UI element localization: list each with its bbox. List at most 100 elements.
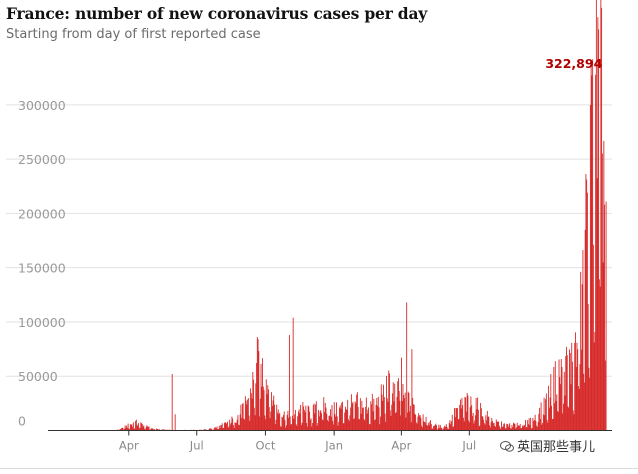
y-tick-label: 200000 <box>18 206 66 221</box>
case-bar <box>584 229 586 431</box>
case-bar <box>325 407 327 431</box>
case-bar <box>407 391 409 431</box>
case-bar <box>462 405 464 431</box>
case-bar <box>288 417 290 431</box>
case-bar <box>542 414 544 431</box>
case-bar <box>330 409 331 431</box>
case-bar <box>405 417 407 431</box>
case-bar <box>287 410 289 431</box>
case-bar <box>581 284 583 431</box>
case-bar <box>262 358 263 431</box>
case-bar <box>341 402 343 431</box>
case-bar <box>470 396 472 431</box>
x-tick-label: Jan <box>324 439 343 453</box>
case-bar <box>398 391 400 431</box>
y-tick-label: 50000 <box>18 369 58 384</box>
case-bar <box>151 428 153 431</box>
case-bar <box>304 412 306 431</box>
case-bar <box>486 410 488 431</box>
case-bar <box>517 426 519 431</box>
case-bar <box>171 374 173 431</box>
case-bar <box>342 423 344 431</box>
x-tick-label: Oct <box>256 439 276 453</box>
case-bar <box>374 420 376 431</box>
case-bar <box>496 421 498 431</box>
chart-title: France: number of new coronavirus cases … <box>6 4 428 23</box>
case-bar <box>491 417 493 431</box>
case-bar <box>480 408 482 431</box>
case-bar <box>522 426 524 431</box>
case-bar <box>565 356 567 431</box>
case-bar <box>271 392 272 431</box>
y-axis-ticks: 0 50000 100000 150000 200000 250000 300000 <box>18 98 66 429</box>
case-bar <box>548 407 550 431</box>
case-bar <box>144 428 145 431</box>
case-bar <box>554 403 555 431</box>
case-bar <box>147 426 149 431</box>
case-bar <box>236 419 238 431</box>
case-bar <box>477 409 479 431</box>
case-bar <box>383 384 384 431</box>
case-bar <box>524 425 526 431</box>
case-bar <box>575 367 577 431</box>
case-bar <box>292 317 294 431</box>
case-bar <box>214 427 216 431</box>
case-bar <box>283 411 285 431</box>
y-tick-label: 150000 <box>18 261 66 276</box>
case-bar <box>300 404 302 431</box>
case-bar <box>497 421 499 431</box>
case-bar <box>538 413 540 431</box>
case-bar <box>387 401 389 431</box>
case-bar <box>174 414 176 431</box>
case-bar <box>344 412 346 431</box>
case-bar <box>519 423 521 431</box>
case-bar <box>445 426 446 431</box>
case-bar <box>222 427 224 431</box>
case-bar <box>312 422 314 431</box>
case-bar <box>233 428 235 431</box>
case-bar <box>345 409 347 431</box>
case-bar <box>378 407 380 431</box>
case-bar <box>456 408 458 431</box>
case-bar <box>492 421 494 431</box>
case-bar <box>365 397 367 431</box>
case-bar <box>401 357 402 431</box>
case-bar <box>569 349 570 431</box>
case-bar <box>551 418 553 431</box>
case-bar <box>550 374 552 431</box>
case-bar <box>265 419 266 431</box>
case-bar <box>553 366 555 431</box>
case-bar <box>409 405 411 431</box>
case-bar <box>354 401 356 431</box>
case-bar <box>487 416 489 431</box>
case-bar <box>315 404 317 431</box>
case-bar <box>350 407 352 431</box>
case-bar <box>365 406 367 431</box>
case-bar <box>577 386 579 431</box>
case-bar <box>267 385 269 431</box>
case-bar <box>586 192 588 431</box>
case-bar <box>140 422 142 431</box>
case-bar <box>485 415 487 431</box>
case-bar <box>291 415 293 431</box>
case-bar <box>338 421 340 431</box>
case-bar <box>446 426 448 431</box>
case-bar <box>286 415 288 431</box>
case-bar <box>589 377 591 431</box>
case-bar <box>211 428 213 431</box>
case-bar <box>126 427 128 431</box>
case-bar <box>352 401 354 431</box>
case-bar <box>427 425 429 431</box>
case-bar <box>486 420 488 431</box>
case-bar <box>392 382 394 431</box>
case-bar <box>532 417 534 431</box>
case-bar <box>535 420 537 431</box>
case-bar <box>274 404 275 431</box>
case-bar <box>159 429 160 431</box>
case-bar <box>269 418 271 431</box>
case-bar <box>424 421 426 431</box>
case-bar <box>449 420 451 431</box>
case-bar <box>389 410 391 431</box>
case-bar <box>243 418 245 431</box>
case-bar <box>260 364 262 431</box>
